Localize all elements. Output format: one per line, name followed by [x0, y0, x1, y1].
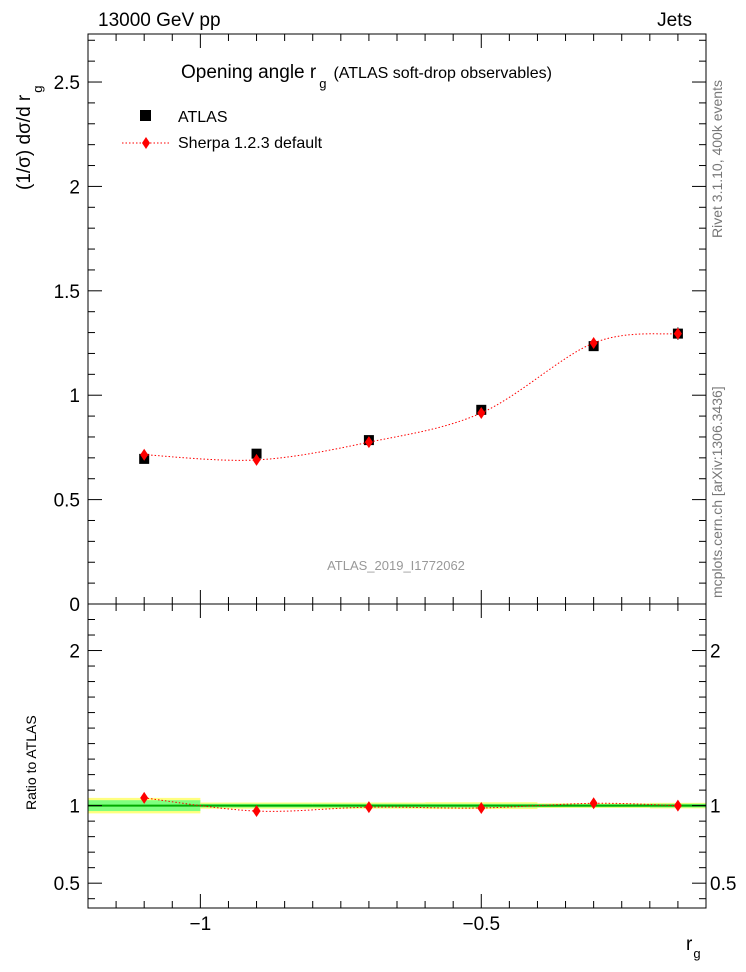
- ratio-y-tick-label: 0.5: [54, 874, 80, 895]
- energy-label: 13000 GeV pp: [98, 10, 221, 31]
- x-tick-label: −0.5: [463, 914, 501, 935]
- sherpa-data-point: [252, 453, 261, 466]
- sherpa-data-point: [364, 436, 373, 449]
- process-label: Jets: [657, 10, 692, 31]
- ratio-y-tick-label-right: 1: [710, 797, 721, 818]
- sherpa-data-point: [140, 448, 149, 461]
- y-tick-label: 2.5: [54, 73, 80, 94]
- ratio-sherpa-point: [364, 801, 373, 814]
- ratio-sherpa-point: [589, 797, 598, 810]
- legend-marker-atlas: [140, 110, 151, 121]
- ratio-y-tick-label-right: 2: [710, 642, 721, 663]
- ratio-sherpa-point: [140, 791, 149, 804]
- y-tick-label: 2: [69, 177, 80, 198]
- mcplots-label: mcplots.cern.ch [arXiv:1306.3436]: [709, 386, 725, 598]
- legend: ATLAS Sherpa 1.2.3 default: [122, 109, 323, 152]
- sherpa-data-point: [589, 337, 598, 350]
- legend-label-sherpa: Sherpa 1.2.3 default: [178, 135, 323, 152]
- ratio-sherpa-point: [673, 799, 682, 812]
- ratio-y-tick-label: 1: [69, 797, 80, 818]
- legend-label-atlas: ATLAS: [178, 109, 228, 126]
- x-tick-label: −1: [190, 914, 212, 935]
- y-tick-label: 0.5: [54, 491, 80, 512]
- ratio-plot-ticks: 0.5 0.5 1 1 2 2 −1 −0.5: [54, 604, 736, 935]
- analysis-id-watermark: ATLAS_2019_I1772062: [327, 558, 465, 573]
- main-plot-ticks: 0 0.5 1 1.5 2 2.5: [54, 34, 707, 616]
- ratio-sherpa-point: [477, 801, 486, 814]
- ratio-plot-series: [140, 791, 682, 818]
- sherpa-data-point: [477, 406, 486, 419]
- y-tick-label: 1: [69, 386, 80, 407]
- sherpa-curve: [144, 333, 678, 461]
- legend-marker-sherpa: [142, 137, 150, 149]
- rivet-version-label: Rivet 3.1.10, 400k events: [709, 80, 725, 238]
- sherpa-data-point: [673, 327, 682, 340]
- main-plot-series: [139, 327, 683, 466]
- ratio-sherpa-curve: [144, 797, 678, 812]
- plot-title: Opening angle rg(ATLAS soft-drop observa…: [181, 62, 552, 91]
- y-tick-label: 0: [69, 595, 80, 616]
- x-axis-label: rg: [686, 934, 701, 961]
- ratio-y-axis-label: Ratio to ATLAS: [23, 715, 39, 810]
- ratio-plot-frame: [87, 603, 707, 909]
- ratio-plot-panel: 0.5 0.5 1 1 2 2 −1 −0.5: [54, 603, 736, 935]
- ratio-y-tick-label-right: 0.5: [710, 874, 736, 895]
- main-plot-panel: 0 0.5 1 1.5 2 2.5: [54, 33, 707, 616]
- y-tick-label: 1.5: [54, 282, 80, 303]
- y-axis-label: (1/σ) dσ/d rg: [14, 86, 45, 191]
- ratio-sherpa-point: [252, 805, 261, 818]
- atlas-data-point: [251, 448, 262, 459]
- ratio-y-tick-label: 2: [69, 642, 80, 663]
